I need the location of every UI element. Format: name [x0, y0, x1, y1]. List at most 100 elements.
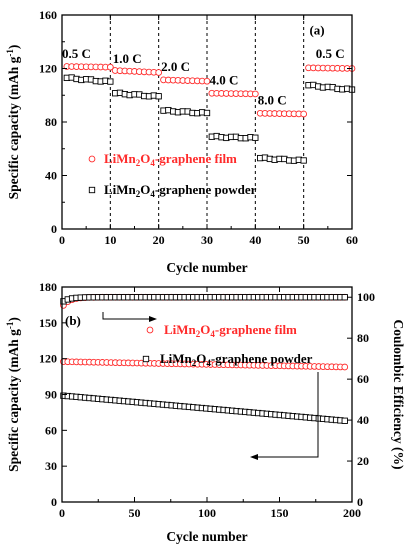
film-data-point	[251, 90, 259, 98]
y2-axis-title-text: Coulombic Efficiency (%)	[391, 320, 406, 470]
x-tick-label: 20	[153, 233, 165, 247]
legend-film-marker	[146, 326, 154, 334]
arrow-head	[250, 454, 258, 460]
rate-label: 2.0 C	[161, 59, 190, 74]
y-tick-label: 160	[39, 8, 57, 22]
legend-text-part: -graphene powder	[211, 351, 313, 366]
x-tick-label: 150	[271, 506, 289, 520]
x-tick-label: 200	[343, 506, 361, 520]
legend-text-part: LiMn	[164, 322, 197, 337]
y-axis-title-text: Specific capacity (mAh g-1)	[5, 317, 21, 472]
y2-tick-label: 20	[357, 454, 369, 468]
rate-label: 0.5 C	[62, 46, 91, 61]
x-tick-label: 0	[59, 233, 65, 247]
legend-powder-label: LiMn2O4-graphene powder	[104, 182, 257, 199]
y2-axis-title: Coulombic Efficiency (%)	[391, 320, 406, 470]
film-data-point	[155, 69, 163, 76]
legend-text-part: LiMn	[160, 351, 193, 366]
rate-label: 8.0 C	[258, 93, 287, 108]
legend-text-part: 4	[206, 358, 211, 368]
legend-text-part: 4	[150, 158, 155, 168]
legend-film-marker	[88, 155, 96, 163]
powder-data-point	[155, 93, 162, 100]
axis-title-part: Specific capacity (mAh g	[6, 329, 21, 472]
y-axis-title: Specific capacity (mAh g-1)	[5, 45, 21, 200]
arrow-to-left-axis	[258, 372, 319, 458]
y-tick-label: 30	[45, 459, 57, 473]
y-tick-label: 120	[39, 62, 57, 76]
y2-tick-label: 80	[357, 331, 369, 345]
panel-label: (a)	[309, 22, 324, 37]
x-axis-title: Cycle number	[166, 529, 247, 544]
y2-tick-label: 40	[357, 413, 369, 427]
rate-label: 0.5 C	[316, 46, 345, 61]
axis-title-sup: -1	[5, 321, 15, 329]
legend-text-part: 4	[150, 189, 155, 199]
powder-data-point	[107, 78, 114, 85]
y-axis-title-text: Specific capacity (mAh g-1)	[5, 45, 21, 200]
panel-b-chart: 0 50 100 150 2000306090120150180020406080100…	[5, 280, 406, 544]
x-tick-label: 30	[201, 233, 213, 247]
film-data-point	[341, 363, 349, 371]
rate-label: 4.0 C	[209, 73, 238, 88]
y2-tick-label: 100	[357, 290, 375, 304]
powder-data-point	[341, 417, 348, 424]
legend-text-part: -graphene film	[155, 151, 237, 166]
legend-text-part: -graphene powder	[155, 182, 257, 197]
x-tick-label: 10	[104, 233, 116, 247]
panel-a-chart: 0 10 20 30 40 50 60 0 40 80 120 160 0.5 C 1.0 C 2.0 C 4…	[5, 8, 358, 275]
legend-film-label: LiMn2O4-graphene film	[104, 151, 237, 168]
y-tick-label: 0	[51, 495, 57, 509]
x-tick-label: 100	[198, 506, 216, 520]
y-tick-label: 80	[45, 115, 57, 129]
legend-text-part: O	[140, 151, 150, 166]
x-tick-label: 50	[298, 233, 310, 247]
legend-text-part: O	[200, 322, 210, 337]
legend-text-part: LiMn	[104, 182, 137, 197]
y-axis-title: Specific capacity (mAh g-1)	[5, 317, 21, 472]
powder-data-point	[341, 294, 348, 301]
axis-title-part: Specific capacity (mAh g	[6, 56, 21, 199]
legend-film-label: LiMn2O4-graphene film	[164, 322, 297, 339]
legend-powder-label: LiMn2O4-graphene powder	[160, 351, 313, 368]
y-tick-label: 150	[39, 316, 57, 330]
y-tick-label: 40	[45, 169, 57, 183]
axis-title-sup: -1	[5, 49, 15, 57]
legend-text-part: 2	[136, 158, 141, 168]
x-tick-label: 0	[59, 506, 65, 520]
x-tick-label: 50	[129, 506, 141, 520]
film-data-point	[106, 63, 114, 71]
film-data-point	[300, 110, 308, 118]
y-tick-label: 180	[39, 280, 57, 294]
panel-label: (b)	[65, 313, 81, 328]
y-tick-label: 0	[51, 222, 57, 236]
legend-text-part: LiMn	[104, 151, 137, 166]
film-data-point	[203, 77, 211, 85]
arrow-head	[149, 316, 157, 322]
legend-text-part: 4	[210, 329, 215, 339]
axis-title-part: )	[6, 45, 21, 50]
x-tick-label: 60	[346, 233, 358, 247]
y2-tick-label: 60	[357, 372, 369, 386]
legend-powder-marker	[142, 355, 150, 363]
legend-text-part: 2	[136, 189, 141, 199]
legend-text-part: O	[196, 351, 206, 366]
y2-tick-label: 0	[357, 495, 363, 509]
rate-label: 1.0 C	[113, 51, 142, 66]
legend-text-part: 2	[192, 358, 197, 368]
axis-title-part: )	[6, 317, 21, 322]
legend-text-part: 2	[196, 329, 201, 339]
legend-text-part: O	[140, 182, 150, 197]
powder-data-point	[300, 157, 307, 164]
legend-text-part: -graphene film	[215, 322, 297, 337]
y-tick-label: 120	[39, 352, 57, 366]
legend-powder-marker	[88, 186, 96, 194]
x-tick-label: 40	[249, 233, 261, 247]
arrow-to-right-axis	[102, 312, 149, 320]
powder-data-point	[203, 109, 211, 117]
y-tick-label: 90	[45, 388, 57, 402]
powder-data-point	[252, 134, 259, 141]
x-axis-title: Cycle number	[166, 260, 247, 275]
y-tick-label: 60	[45, 423, 57, 437]
